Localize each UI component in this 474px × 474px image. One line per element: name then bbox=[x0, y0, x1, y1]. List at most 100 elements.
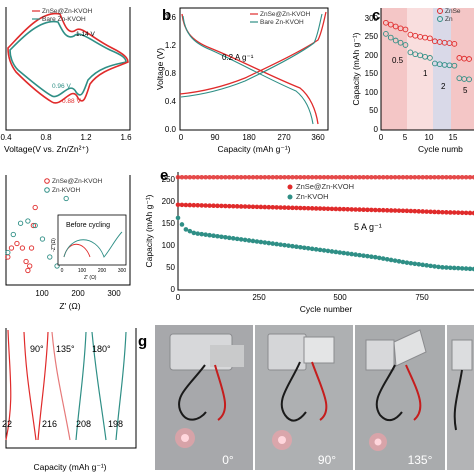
data-point bbox=[329, 249, 335, 254]
tick-label: 50 bbox=[369, 106, 378, 115]
efficiency-point bbox=[195, 174, 201, 180]
photo-angle-label: 0° bbox=[222, 453, 234, 467]
legend-label-zn: Zn bbox=[445, 16, 453, 23]
legend-marker-zn bbox=[437, 16, 443, 22]
tick-label: 150 bbox=[365, 69, 379, 78]
curve-135deg-discharge bbox=[51, 331, 71, 441]
efficiency-point bbox=[313, 174, 319, 180]
peak-annotation-1: 1.14 V bbox=[76, 31, 95, 38]
data-point bbox=[467, 210, 473, 216]
data-point bbox=[305, 205, 311, 211]
battery-pouch bbox=[267, 333, 307, 371]
data-point bbox=[25, 267, 31, 274]
data-point bbox=[397, 39, 404, 46]
efficiency-point bbox=[448, 174, 453, 180]
data-point bbox=[373, 207, 378, 213]
efficiency-point bbox=[203, 174, 208, 180]
efficiency-point bbox=[436, 174, 441, 180]
panel-d-legend: ZnSe@Zn-KVOH Zn-KVOH bbox=[44, 178, 103, 194]
efficiency-point bbox=[215, 174, 220, 180]
efficiency-point bbox=[404, 174, 410, 180]
panel-e-label: e bbox=[160, 167, 168, 184]
data-point bbox=[242, 204, 248, 209]
efficiency-point bbox=[223, 174, 228, 180]
data-point bbox=[250, 238, 256, 244]
data-point bbox=[313, 247, 319, 252]
efficiency-point bbox=[357, 174, 362, 180]
data-point bbox=[175, 202, 181, 208]
legend-marker-znse bbox=[44, 178, 50, 184]
panel-e-yticks: 0 50 100 150 200 250 bbox=[162, 175, 176, 294]
data-point bbox=[402, 42, 409, 48]
tick-label: 180 bbox=[242, 133, 256, 142]
data-point bbox=[309, 206, 315, 211]
data-point bbox=[436, 209, 441, 215]
efficiency-point bbox=[396, 174, 402, 180]
data-point bbox=[313, 206, 319, 211]
data-point bbox=[199, 231, 204, 237]
inset-curve-zn bbox=[63, 231, 123, 258]
data-point bbox=[215, 233, 220, 239]
efficiency-point bbox=[211, 174, 216, 180]
data-point bbox=[298, 244, 303, 250]
data-point bbox=[459, 266, 465, 271]
data-point bbox=[400, 208, 406, 214]
tick-label: 0 bbox=[374, 125, 379, 134]
data-point bbox=[39, 236, 46, 242]
data-point bbox=[417, 52, 424, 59]
panel-e-xlabel: Cycle number bbox=[300, 304, 353, 314]
data-point bbox=[432, 209, 437, 215]
data-point bbox=[219, 203, 224, 209]
efficiency-point bbox=[187, 174, 193, 180]
data-point bbox=[388, 257, 394, 263]
efficiency-point bbox=[262, 174, 268, 180]
tick-label: 90 bbox=[211, 133, 220, 142]
efficiency-point bbox=[282, 174, 287, 180]
data-point bbox=[262, 204, 268, 210]
led-icon bbox=[181, 434, 189, 442]
data-point bbox=[207, 203, 212, 208]
efficiency-point bbox=[369, 174, 374, 180]
data-point bbox=[404, 208, 410, 214]
panel-b: b ZnSe@Zn-KVOH Bare Zn-KVOH 0.2 A g⁻¹ 0.… bbox=[155, 7, 329, 154]
peak-annotation-3: 0.88 V bbox=[62, 98, 81, 105]
inset-tick: 200 bbox=[98, 268, 107, 274]
angle-label: 135° bbox=[56, 344, 75, 354]
efficiency-point bbox=[412, 174, 418, 180]
data-point bbox=[440, 209, 445, 215]
legend-label-zn: Zn-KVOH bbox=[52, 187, 80, 194]
data-point bbox=[195, 231, 201, 236]
data-point bbox=[32, 204, 38, 211]
efficiency-point bbox=[353, 174, 358, 180]
data-point bbox=[266, 240, 272, 246]
efficiency-point bbox=[242, 174, 248, 180]
battery-pouch bbox=[365, 339, 395, 371]
panel-b-axes bbox=[179, 7, 329, 131]
data-point bbox=[365, 253, 370, 259]
tick-label: 0.8 bbox=[165, 69, 177, 78]
efficiency-point bbox=[373, 174, 378, 180]
data-point bbox=[274, 205, 279, 210]
data-point bbox=[17, 220, 24, 226]
data-point bbox=[448, 265, 453, 271]
legend-label-znse: ZnSe@Zn-KVOH bbox=[260, 11, 311, 18]
data-point bbox=[384, 256, 390, 262]
data-point bbox=[183, 227, 189, 232]
data-point bbox=[440, 265, 445, 270]
efficiency-point bbox=[207, 174, 212, 180]
rate-band-2 bbox=[407, 8, 433, 130]
panel-f: 90° 135° 180° 22 216 208 198 Capacity (m… bbox=[2, 328, 137, 472]
data-point bbox=[211, 233, 216, 239]
efficiency-point bbox=[345, 174, 351, 180]
data-point bbox=[376, 207, 382, 213]
data-point bbox=[333, 206, 339, 212]
data-point bbox=[380, 256, 386, 261]
tick-label: 500 bbox=[333, 293, 347, 302]
panel-a-axes bbox=[5, 7, 131, 131]
data-point bbox=[270, 241, 276, 246]
curve-180deg-discharge bbox=[91, 331, 107, 441]
panel-b-discharge-curve-bare bbox=[182, 15, 314, 125]
data-point bbox=[388, 208, 394, 213]
efficiency-point bbox=[294, 174, 299, 180]
